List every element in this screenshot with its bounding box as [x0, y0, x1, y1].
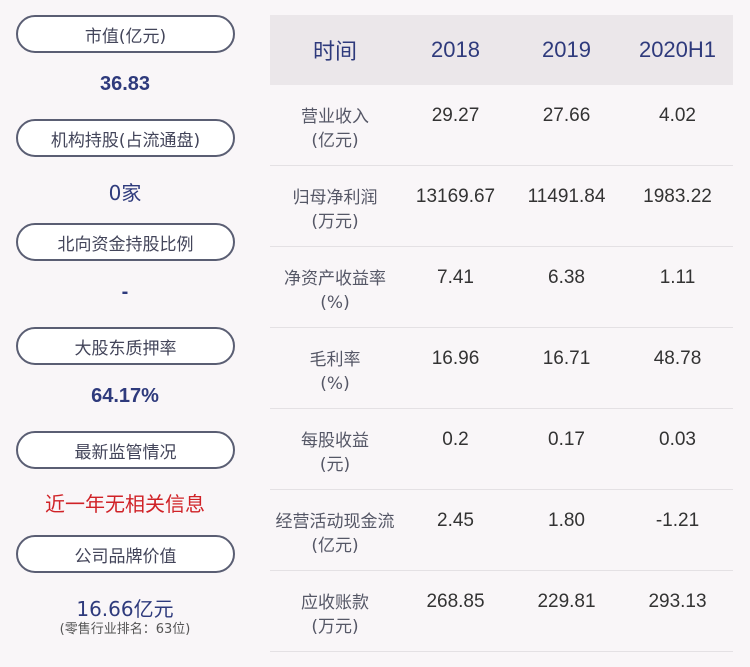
table-header: 时间 2018 2019 2020H1	[270, 15, 733, 85]
pledge-rate-value: 64.17%	[91, 385, 159, 407]
cell-2020h1: 1983.22	[643, 186, 712, 207]
cell-2018: 0.2	[442, 429, 469, 450]
cell-2019: 6.38	[548, 267, 585, 288]
header-2020h1: 2020H1	[638, 37, 717, 62]
row-unit: (%)	[320, 293, 350, 313]
header-2019: 2019	[542, 37, 591, 62]
row-label: 毛利率 (%)	[270, 328, 400, 396]
cell-2018: 16.96	[431, 348, 480, 369]
table-row: 经营活动现金流 (亿元) 2.45 1.80 -1.21	[270, 490, 733, 571]
cell-2019: 1.80	[548, 510, 585, 531]
cell-2020h1: -1.21	[655, 510, 700, 531]
cell-2019: 16.71	[542, 348, 591, 369]
table-row: 每股收益 (元) 0.2 0.17 0.03	[270, 409, 733, 490]
row-name: 毛利率	[309, 350, 361, 370]
row-label: 每股收益 (元)	[270, 409, 400, 477]
table-row: 营业收入 (亿元) 29.27 27.66 4.02	[270, 85, 733, 166]
cell-2018: 7.41	[437, 267, 474, 288]
table-row: 应收账款 (万元) 268.85 229.81 293.13	[270, 571, 733, 652]
cell-2020h1: 4.02	[659, 105, 696, 126]
row-unit: (亿元)	[311, 536, 359, 556]
table-row: 净资产收益率 (%) 7.41 6.38 1.11	[270, 247, 733, 328]
cell-2018: 2.45	[437, 510, 474, 531]
row-name: 经营活动现金流	[275, 512, 395, 532]
row-label: 营业收入 (亿元)	[270, 85, 400, 153]
cell-2018: 268.85	[426, 591, 485, 612]
brand-value-value: 16.66亿元	[76, 597, 174, 621]
header-time: 时间	[312, 40, 357, 65]
row-label: 归母净利润 (万元)	[270, 166, 400, 234]
table-row: 归母净利润 (万元) 13169.67 11491.84 1983.22	[270, 166, 733, 247]
left-panel: 市值(亿元) 36.83 机构持股(占流通盘) 0家 北向资金持股比例 - 大股…	[0, 0, 250, 667]
cell-2020h1: 48.78	[653, 348, 702, 369]
row-label: 经营活动现金流 (亿元)	[270, 490, 400, 558]
cell-2020h1: 293.13	[648, 591, 707, 612]
institutional-holding-value: 0家	[108, 181, 142, 205]
row-name: 净资产收益率	[284, 269, 386, 289]
regulatory-status-label: 最新监管情况	[16, 431, 235, 469]
row-unit: (%)	[320, 374, 350, 394]
row-unit: (万元)	[311, 617, 359, 637]
cell-2018: 29.27	[431, 105, 480, 126]
northbound-ratio-value: -	[121, 281, 129, 303]
row-name: 归母净利润	[292, 188, 378, 208]
row-name: 应收账款	[301, 593, 369, 613]
cell-2019: 11491.84	[527, 186, 606, 207]
cell-2019: 27.66	[542, 105, 591, 126]
cell-2020h1: 1.11	[659, 267, 696, 288]
row-name: 营业收入	[301, 107, 369, 127]
pledge-rate-label: 大股东质押率	[16, 327, 235, 365]
row-unit: (万元)	[311, 212, 359, 232]
regulatory-status-value: 近一年无相关信息	[45, 492, 205, 516]
row-label: 应收账款 (万元)	[270, 571, 400, 639]
brand-value-label: 公司品牌价值	[16, 535, 235, 573]
row-name: 每股收益	[301, 431, 369, 451]
financial-table: 时间 2018 2019 2020H1 营业收入 (亿元) 29.27 27.6…	[270, 15, 733, 652]
cell-2019: 229.81	[537, 591, 596, 612]
brand-rank-note: (零售行业排名：63位)	[59, 622, 191, 637]
cell-2018: 13169.67	[415, 186, 496, 207]
cell-2020h1: 0.03	[659, 429, 696, 450]
row-unit: (亿元)	[311, 131, 359, 151]
northbound-ratio-label: 北向资金持股比例	[16, 223, 235, 261]
row-label: 净资产收益率 (%)	[270, 247, 400, 315]
header-2018: 2018	[431, 37, 480, 62]
row-unit: (元)	[319, 455, 351, 475]
table-row: 毛利率 (%) 16.96 16.71 48.78	[270, 328, 733, 409]
market-cap-label: 市值(亿元)	[16, 15, 235, 53]
cell-2019: 0.17	[548, 429, 585, 450]
institutional-holding-label: 机构持股(占流通盘)	[16, 119, 235, 157]
market-cap-value: 36.83	[99, 73, 151, 95]
